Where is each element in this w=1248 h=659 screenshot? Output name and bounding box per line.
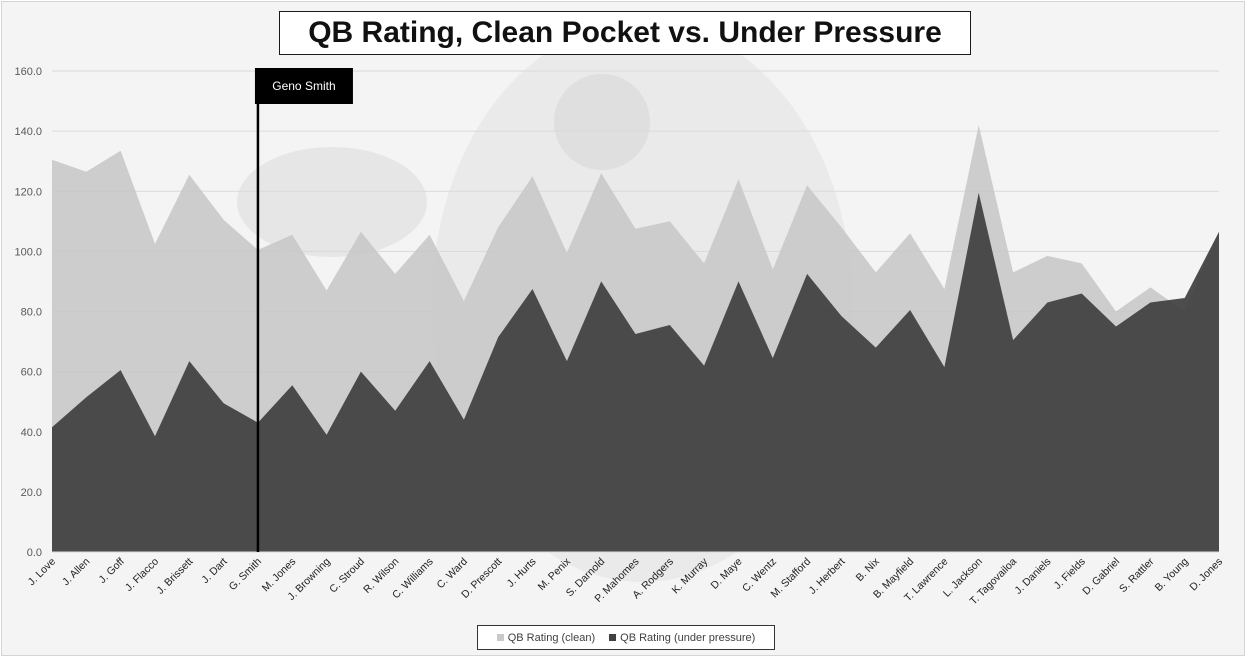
y-tick-label: 20.0 <box>21 487 42 499</box>
series-area-pressure <box>52 192 1219 553</box>
legend-swatch-clean <box>496 634 504 641</box>
y-tick-label: 120.0 <box>14 186 42 198</box>
y-tick-label: 60.0 <box>21 367 42 379</box>
y-tick-label: 160.0 <box>14 66 42 78</box>
series-areas <box>52 125 1219 553</box>
chart-legend: QB Rating (clean) QB Rating (under press… <box>477 625 775 650</box>
callout-label: Geno Smith <box>272 79 335 93</box>
y-tick-label: 40.0 <box>21 427 42 439</box>
chart-title: QB Rating, Clean Pocket vs. Under Pressu… <box>279 11 971 55</box>
annotation-callout: Geno Smith <box>254 68 353 552</box>
y-tick-label: 80.0 <box>21 307 42 319</box>
y-tick-label: 140.0 <box>14 126 42 138</box>
y-tick-label: 100.0 <box>14 246 42 258</box>
y-tick-label: 0.0 <box>27 547 42 559</box>
callout-box <box>254 68 353 104</box>
legend-label-pressure: QB Rating (under pressure) <box>620 631 756 644</box>
legend-entry-clean: QB Rating (clean) <box>496 631 596 644</box>
legend-swatch-pressure <box>609 634 617 641</box>
legend-entry-pressure: QB Rating (under pressure) <box>609 632 755 644</box>
helmet-logo-shape <box>554 74 650 170</box>
football-shape <box>237 147 427 257</box>
legend-label-clean: QB Rating (clean) <box>507 631 596 644</box>
